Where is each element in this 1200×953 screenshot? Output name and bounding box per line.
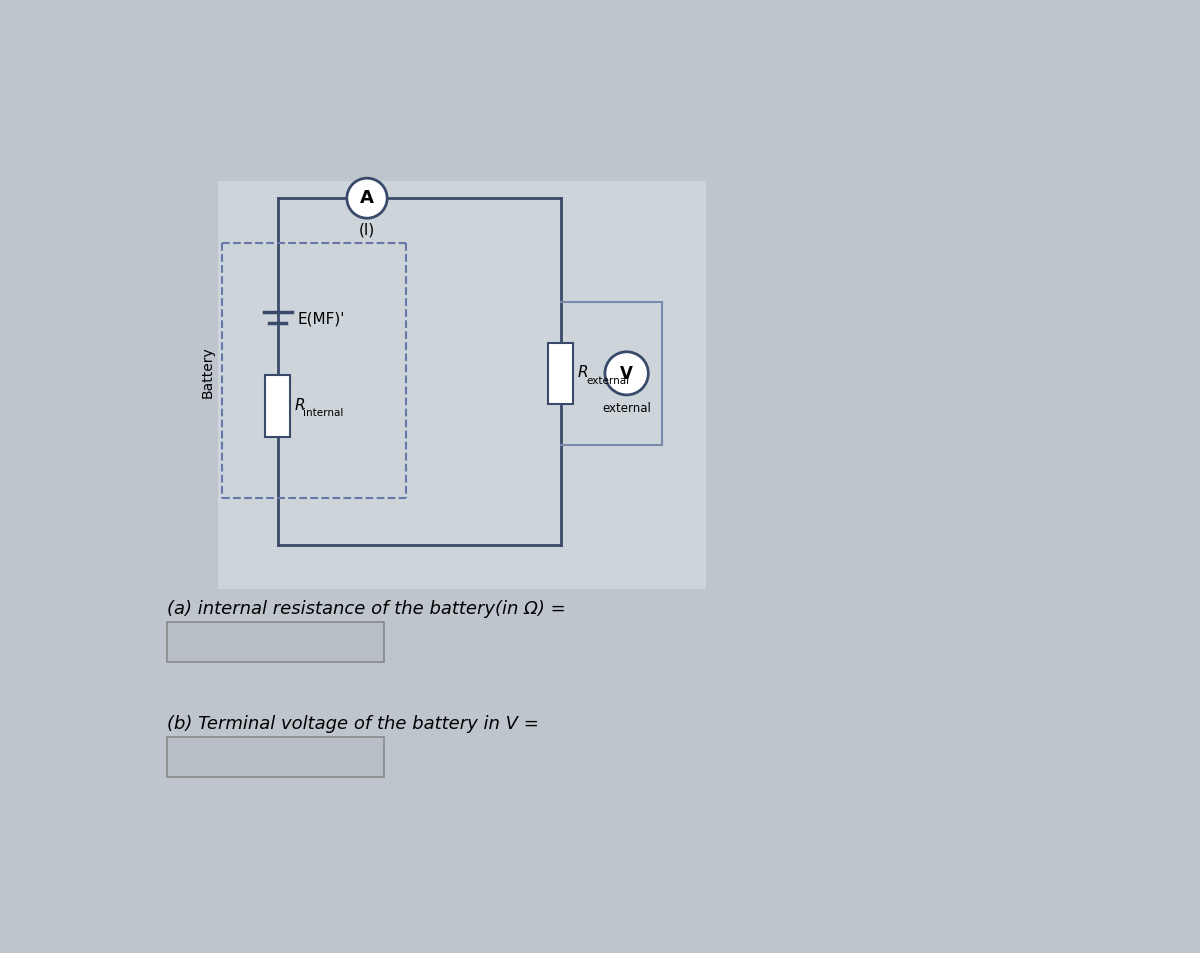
Circle shape (605, 353, 648, 395)
Text: Battery: Battery (202, 345, 215, 397)
Text: R: R (295, 397, 306, 413)
Bar (218, 182, 707, 590)
Text: external: external (602, 401, 652, 415)
Text: R: R (578, 365, 588, 380)
Bar (265, 375, 290, 437)
Text: external: external (587, 375, 630, 385)
Text: (a) internal resistance of the battery(in Ω) =: (a) internal resistance of the battery(i… (167, 598, 566, 617)
Bar (548, 343, 574, 405)
Text: (b) Terminal voltage of the battery in V =: (b) Terminal voltage of the battery in V… (167, 715, 539, 732)
Bar (167, 738, 384, 778)
Text: (I): (I) (359, 222, 376, 237)
Text: A: A (360, 190, 374, 207)
Text: V: V (620, 365, 634, 383)
Text: internal: internal (304, 408, 344, 417)
Text: E(MF)': E(MF)' (298, 311, 344, 326)
Circle shape (347, 179, 388, 219)
Bar (167, 622, 384, 662)
